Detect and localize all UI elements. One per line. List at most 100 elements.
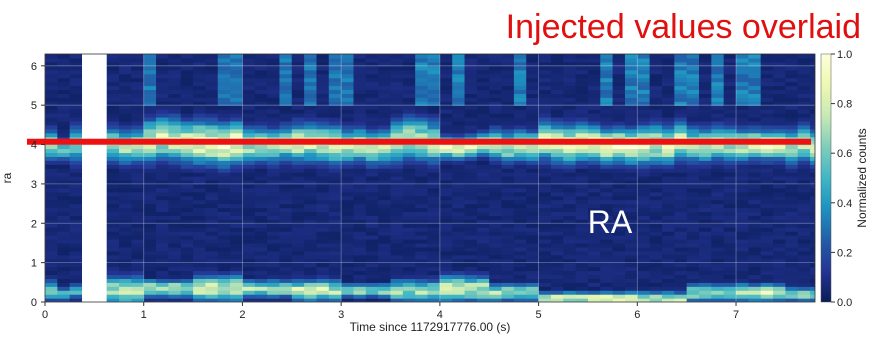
heatmap-cell [810,179,815,185]
heatmap-cell [649,93,663,98]
heatmap-cell [217,65,231,71]
heatmap-cell [180,120,194,126]
heatmap-cell [563,211,577,216]
heatmap-cell [378,57,392,63]
heatmap-cell [513,120,527,126]
heatmap-cell [550,81,564,87]
heatmap-cell [476,195,490,201]
heatmap-cell [699,69,712,75]
heatmap-cell [119,160,132,165]
heatmap-cell [624,219,638,224]
heatmap-cell [230,294,244,299]
heatmap-cell [328,160,342,165]
heatmap-cell [45,105,58,110]
heatmap-cell [415,73,429,79]
heatmap-cell [439,227,453,232]
heatmap-cell [143,270,157,276]
heatmap-cell [316,160,330,165]
heatmap-cell [711,109,725,114]
heatmap-cell [612,298,626,302]
heatmap-cell [637,231,651,236]
heatmap-cell [723,227,737,232]
heatmap-cell [168,54,182,59]
heatmap-cell [69,85,83,91]
heatmap-cell [254,54,268,59]
heatmap-cell [69,242,83,248]
heatmap-cell [538,144,552,150]
heatmap-cell [378,120,392,126]
heatmap-cell [476,286,490,291]
heatmap-cell [378,254,392,260]
heatmap-cell [119,266,132,272]
heatmap-cell [390,254,404,260]
heatmap-cell [810,223,815,228]
heatmap-cell [575,211,589,216]
heatmap-cell [353,286,367,291]
heatmap-cell [45,164,58,169]
heatmap-cell [254,93,268,98]
heatmap-cell [390,156,404,161]
heatmap-cell [513,132,527,138]
heatmap-cell [267,231,281,236]
heatmap-cell [736,61,749,67]
heatmap-cell [106,61,120,67]
heatmap-cell [600,61,614,67]
heatmap-cell [353,278,367,283]
heatmap-cell [353,85,367,91]
heatmap-cell [365,97,379,102]
heatmap-cell [205,69,219,75]
heatmap-cell [439,246,453,252]
heatmap-cell [489,199,503,205]
heatmap-cell [168,294,182,299]
heatmap-cell [378,164,392,169]
heatmap-cell [156,69,169,75]
heatmap-cell [415,270,429,276]
heatmap-cell [575,160,589,165]
heatmap-cell [649,57,663,63]
heatmap-cell [180,152,194,157]
heatmap-cell [723,266,737,272]
heatmap-cell [624,89,638,94]
heatmap-cell [242,235,256,240]
heatmap-cell [452,164,466,169]
heatmap-cell [810,156,815,161]
heatmap-cell [773,274,786,279]
heatmap-cell [267,270,281,276]
heatmap-cell [242,179,256,185]
heatmap-cell [563,176,577,181]
heatmap-cell [526,231,540,236]
heatmap-cell [612,262,626,268]
heatmap-cell [131,282,145,287]
heatmap-cell [760,69,774,75]
heatmap-cell [760,164,774,169]
heatmap-cell [45,128,58,134]
heatmap-cell [760,61,774,67]
heatmap-cell [45,109,58,114]
heatmap-cell [723,156,737,161]
heatmap-cell [390,290,404,295]
heatmap-cell [464,286,478,291]
heatmap-cell [180,203,194,209]
heatmap-cell [810,262,815,268]
heatmap-cell [45,187,58,193]
heatmap-cell [785,211,799,216]
heatmap-cell [575,223,589,228]
heatmap-cell [810,211,815,216]
heatmap-cell [773,235,786,240]
heatmap-cell [230,73,244,79]
heatmap-cell [279,160,293,165]
heatmap-cell [156,191,169,197]
heatmap-cell [600,227,614,232]
heatmap-cell [489,227,503,232]
heatmap-cell [168,187,182,193]
heatmap-cell [415,85,429,91]
heatmap-cell [723,77,737,83]
heatmap-cell [785,85,799,91]
heatmap-cell [267,97,281,102]
heatmap-cell [587,187,601,193]
heatmap-cell [156,132,169,138]
heatmap-cell [501,109,515,114]
heatmap-cell [205,215,219,220]
heatmap-cell [119,274,132,279]
heatmap-cell [674,144,688,150]
